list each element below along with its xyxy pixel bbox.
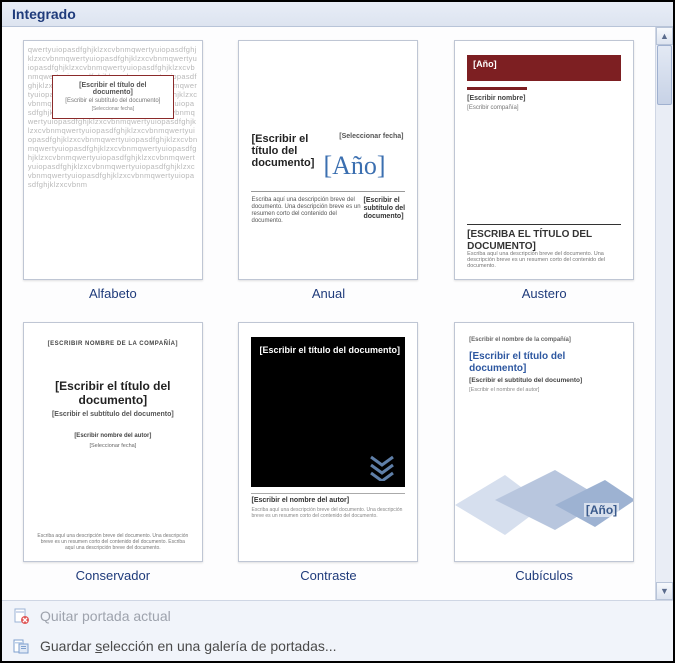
cubiculos-shapes (455, 455, 633, 535)
remove-cover-icon (12, 607, 30, 625)
gallery-item-label: Austero (522, 286, 567, 301)
contraste-title: [Escribir el título del documento] (259, 345, 400, 356)
gallery-item-cubiculos[interactable]: [Escribir el nombre de la compañía] [Esc… (439, 317, 649, 593)
austero-author: [Escribir nombre] (467, 95, 525, 102)
gallery-item-label: Cubículos (515, 568, 573, 583)
scroll-track[interactable] (656, 45, 673, 582)
contraste-chevron-icon (369, 455, 395, 481)
gallery-scrollbar[interactable]: ▲ ▼ (655, 27, 673, 600)
conservador-date: [Seleccionar fecha] (24, 443, 202, 449)
gallery-item-alfabeto[interactable]: qwertyuiopasdfghjklzxcvbnmqwertyuiopasdf… (8, 35, 218, 311)
gallery-body: qwertyuiopasdfghjklzxcvbnmqwertyuiopasdf… (2, 27, 673, 600)
cubiculos-title: [Escribir el título del documento] (469, 351, 619, 375)
austero-company: [Escribir compañía] (467, 105, 518, 111)
gallery-header-title: Integrado (12, 6, 76, 22)
conservador-title: [Escribir el título del documento] (42, 379, 184, 407)
contraste-author: [Escribir el nombre del autor] (251, 493, 405, 504)
gallery-grid: qwertyuiopasdfghjklzxcvbnmqwertyuiopasdf… (2, 27, 655, 600)
thumb-alfabeto: qwertyuiopasdfghjklzxcvbnmqwertyuiopasdf… (23, 40, 203, 280)
cover-page-gallery-panel: Integrado qwertyuiopasdfghjklzxcvbnmqwer… (2, 2, 673, 661)
save-selection-menu-item[interactable]: Guardar selección en una galería de port… (2, 631, 673, 661)
scroll-up-button[interactable]: ▲ (656, 27, 673, 45)
cubiculos-company: [Escribir el nombre de la compañía] (469, 337, 571, 343)
cubiculos-subtitle: [Escribir el subtítulo del documento] (469, 377, 582, 384)
anual-year: [Año] (323, 151, 385, 181)
anual-divider (251, 191, 405, 192)
gallery-item-label: Conservador (76, 568, 150, 583)
austero-year: [Año] (473, 59, 497, 69)
gallery-footer: Quitar portada actual Guardar selección … (2, 600, 673, 661)
alfabeto-title-box: [Escribir el título del documento] [Escr… (52, 75, 174, 119)
remove-cover-label: Quitar portada actual (40, 608, 171, 624)
cubiculos-year: [Año] (584, 503, 619, 517)
gallery-item-label: Anual (312, 286, 345, 301)
gallery-header: Integrado (2, 2, 673, 27)
scroll-down-button[interactable]: ▼ (656, 582, 673, 600)
austero-title: [ESCRIBA EL TÍTULO DEL DOCUMENTO] (467, 224, 621, 253)
conservador-company: [ESCRIBIR NOMBRE DE LA COMPAÑÍA] (24, 341, 202, 347)
anual-abstract: Escriba aquí una descripción breve del d… (251, 197, 361, 225)
gallery-item-anual[interactable]: [Escribir el título del documento] [Sele… (224, 35, 434, 311)
anual-title: [Escribir el título del documento] (251, 133, 321, 169)
austero-accent-bar (467, 87, 527, 90)
conservador-abstract: Escriba aquí una descripción breve del d… (36, 533, 190, 551)
thumb-contraste: [Escribir el título del documento] [Escr… (238, 322, 418, 562)
gallery-item-austero[interactable]: [Año] [Escribir nombre] [Escribir compañ… (439, 35, 649, 311)
contraste-abstract: Escriba aquí una descripción breve del d… (251, 507, 405, 519)
thumb-anual: [Escribir el título del documento] [Sele… (238, 40, 418, 280)
conservador-subtitle: [Escribir el subtítulo del documento] (42, 411, 184, 418)
alfabeto-date: [Seleccionar fecha] (61, 106, 165, 112)
thumb-cubiculos: [Escribir el nombre de la compañía] [Esc… (454, 322, 634, 562)
anual-date: [Seleccionar fecha] (339, 133, 403, 140)
remove-cover-menu-item: Quitar portada actual (2, 601, 673, 631)
conservador-author: [Escribir nombre del autor] (24, 433, 202, 439)
anual-subtitle: [Escribir el subtítulo del documento] (363, 197, 405, 221)
gallery-item-label: Contraste (300, 568, 356, 583)
cubiculos-author: [Escribir el nombre del autor] (469, 387, 539, 393)
gallery-item-contraste[interactable]: [Escribir el título del documento] [Escr… (224, 317, 434, 593)
austero-abstract: Escriba aquí una descripción breve del d… (467, 251, 621, 269)
alfabeto-subtitle: [Escribir el subtítulo del documento] (61, 98, 165, 104)
save-selection-label: Guardar selección en una galería de port… (40, 638, 337, 654)
gallery-item-conservador[interactable]: [ESCRIBIR NOMBRE DE LA COMPAÑÍA] [Escrib… (8, 317, 218, 593)
gallery-item-label: Alfabeto (89, 286, 137, 301)
scroll-thumb[interactable] (657, 45, 672, 105)
thumb-conservador: [ESCRIBIR NOMBRE DE LA COMPAÑÍA] [Escrib… (23, 322, 203, 562)
save-selection-icon (12, 637, 30, 655)
alfabeto-title: [Escribir el título del documento] (61, 82, 165, 96)
thumb-austero: [Año] [Escribir nombre] [Escribir compañ… (454, 40, 634, 280)
